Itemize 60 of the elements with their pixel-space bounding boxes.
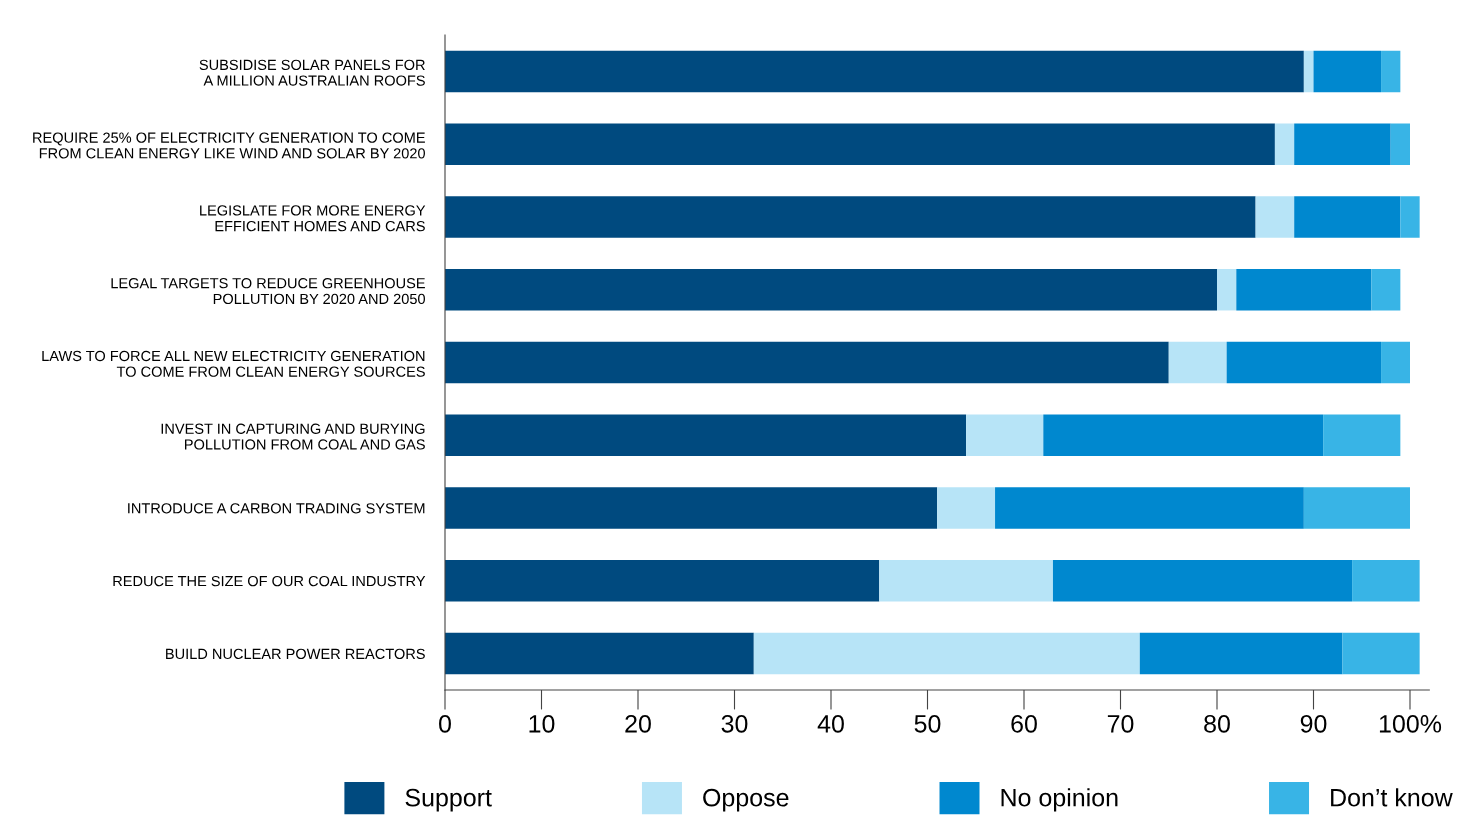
- bar: [1371, 268, 1401, 311]
- bar: [1323, 414, 1401, 457]
- bar: [753, 632, 1140, 675]
- bar: [445, 487, 938, 529]
- y-tick-label: SUBSIDISE SOLAR PANELS FOR A MILLION AUSTRALIAN ROOFS: [199, 59, 425, 86]
- y-tick-label: LEGAL TARGETS TO REDUCE GREENHOUSE POLLUTION BY 2020 AND 2050: [111, 278, 425, 305]
- bar: [1381, 341, 1410, 384]
- bar: [445, 414, 967, 457]
- bar: [966, 414, 1044, 457]
- legend-label: No opinion: [1001, 788, 1118, 812]
- x-tick-label: 30: [721, 714, 748, 733]
- legend-label: Support: [405, 788, 492, 812]
- x-tick-label: 100%: [1379, 714, 1442, 733]
- x-tick-label: 60: [1011, 714, 1037, 733]
- bar: [445, 560, 880, 602]
- bar: [445, 632, 754, 675]
- bar: [445, 268, 1217, 311]
- x-tick-label: 10: [529, 714, 555, 733]
- bar: [1168, 341, 1227, 384]
- bar: [445, 196, 1256, 238]
- x-tick-label: 70: [1107, 714, 1134, 733]
- x-tick-label: 90: [1300, 714, 1327, 733]
- bar: [879, 560, 1053, 602]
- bar: [1400, 196, 1420, 238]
- bar: [1342, 632, 1420, 675]
- bar: [995, 487, 1304, 529]
- bar: [1043, 414, 1324, 457]
- x-tick-label: 80: [1204, 714, 1230, 733]
- y-tick-label: REQUIRE 25% OF ELECTRICITY GENERATION TO COME FROM CLEAN ENERGY LIKE WIND AND SOLAR BY 2020: [33, 132, 425, 159]
- bar: [1255, 196, 1295, 238]
- bar: [445, 123, 1275, 165]
- bar: [1303, 487, 1410, 529]
- bar: [1303, 50, 1314, 93]
- y-tick-label: LEGISLATE FOR MORE ENERGY EFFICIENT HOMES AND CARS: [200, 205, 426, 232]
- bar: [445, 50, 1304, 93]
- bar: [1052, 560, 1353, 602]
- bar: [1313, 50, 1382, 93]
- bar: [1352, 560, 1420, 602]
- bar: [1139, 632, 1343, 675]
- bar: [1390, 123, 1410, 165]
- y-tick-label: INTRODUCE A CARBON TRADING SYSTEM: [128, 503, 425, 514]
- bar: [937, 487, 996, 529]
- bar: [1217, 268, 1237, 311]
- bar: [1236, 268, 1372, 311]
- x-tick-label: 20: [625, 714, 651, 733]
- legend-label: Oppose: [703, 788, 789, 812]
- x-tick-label: 50: [914, 714, 941, 733]
- x-tick-label: 0: [439, 714, 451, 733]
- y-tick-label: REDUCE THE SIZE OF OUR COAL INDUSTRY: [113, 575, 426, 587]
- bar: [1274, 123, 1295, 165]
- x-tick-label: 40: [817, 714, 844, 733]
- bar: [1294, 196, 1401, 238]
- bar: [1226, 341, 1382, 384]
- legend-label: Don’t know: [1331, 788, 1453, 807]
- bar: [445, 341, 1169, 384]
- y-tick-label: LAWS TO FORCE ALL NEW ELECTRICITY GENERATION TO COME FROM CLEAN ENERGY SOURCES: [42, 350, 425, 377]
- y-tick-label: INVEST IN CAPTURING AND BURYING POLLUTION FROM COAL AND GAS: [161, 423, 425, 450]
- bar: [1381, 50, 1401, 93]
- y-tick-label: BUILD NUCLEAR POWER REACTORS: [166, 648, 425, 660]
- bar: [1294, 123, 1391, 165]
